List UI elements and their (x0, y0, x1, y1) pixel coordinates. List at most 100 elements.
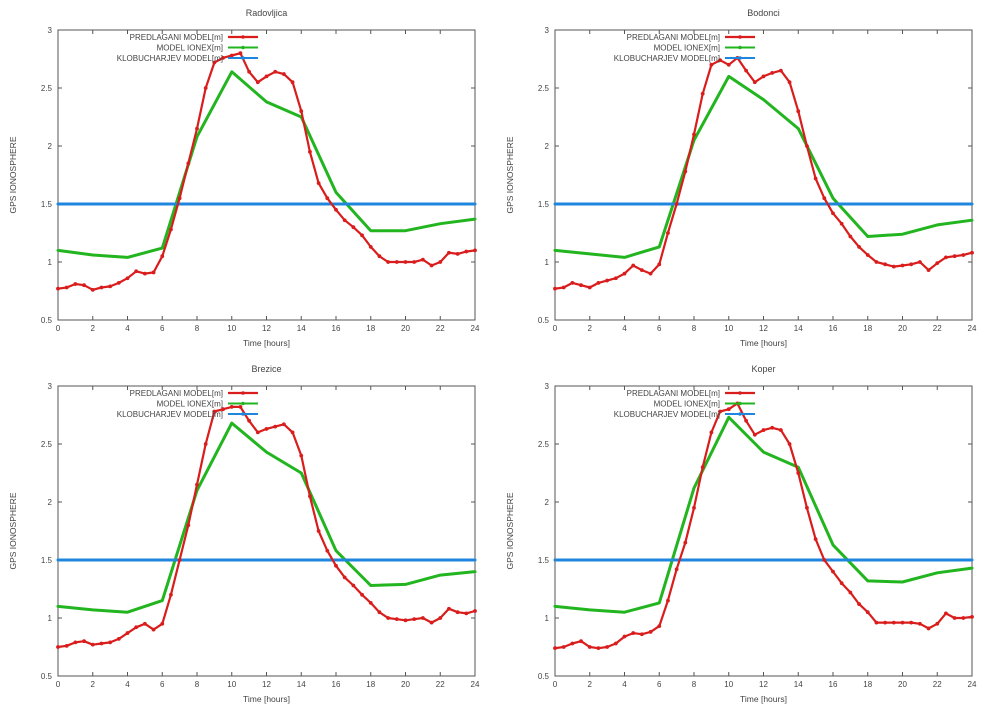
data-point (229, 404, 234, 409)
data-point (377, 610, 382, 615)
x-tick-label: 16 (332, 680, 341, 689)
y-axis-label: GPS IONOSPHERE (8, 492, 18, 569)
data-point (944, 255, 948, 260)
y-tick-label: 3 (48, 382, 53, 391)
data-point (622, 271, 627, 276)
data-point (718, 58, 722, 63)
data-point (866, 579, 869, 583)
data-point (865, 610, 870, 615)
data-point (299, 453, 304, 458)
data-point (429, 620, 434, 625)
data-point (403, 618, 408, 623)
data-point (805, 505, 809, 510)
data-point (299, 109, 304, 114)
data-point (151, 270, 156, 275)
data-point (639, 632, 644, 637)
data-point (822, 196, 827, 201)
data-point (561, 645, 566, 649)
x-tick-label: 16 (829, 324, 838, 333)
data-point (909, 262, 914, 267)
plot-frame (57, 29, 476, 321)
x-tick-label: 20 (401, 324, 410, 333)
data-point (160, 621, 165, 626)
data-point (952, 616, 957, 620)
data-point (700, 465, 705, 470)
x-tick-label: 22 (436, 680, 445, 689)
data-point (874, 260, 879, 264)
x-tick-label: 8 (692, 324, 697, 333)
chart-title: Brezice (251, 364, 281, 374)
data-point (238, 51, 243, 56)
x-axis-label: Time [hours] (243, 694, 290, 704)
legend-marker (738, 45, 742, 50)
data-point (631, 263, 636, 268)
x-tick-label: 2 (588, 680, 593, 689)
chart-panel-brezice: Brezice 0 2 4 6 8 10 12 14 16 18 20 22 24 0.5 1 1.5 2 2.5 3… (0, 356, 497, 711)
data-point (273, 69, 278, 74)
data-point (247, 69, 252, 74)
data-point (778, 68, 783, 73)
x-tick-label: 2 (91, 324, 96, 333)
data-point (901, 580, 904, 584)
data-point (455, 251, 460, 256)
x-tick-label: 18 (863, 680, 872, 689)
data-point (900, 263, 905, 268)
data-point (674, 202, 679, 206)
data-point (587, 645, 592, 649)
data-point (917, 260, 922, 264)
x-tick-label: 0 (56, 680, 61, 689)
legend-marker (241, 412, 245, 416)
data-point (666, 231, 670, 235)
y-tick-label: 1 (48, 258, 53, 267)
data-point (369, 584, 372, 587)
x-tick-label: 20 (898, 324, 907, 333)
data-point (752, 432, 757, 437)
x-tick-label: 16 (332, 324, 341, 333)
chart-panel-bodonci: Bodonci 0 2 4 6 8 10 12 14 16 18 20 22 24 0.5 1 1.5 2 2.5 3… (497, 0, 994, 355)
data-point (73, 282, 78, 286)
data-point (151, 627, 156, 632)
data-point (883, 262, 888, 267)
x-tick-label: 10 (227, 680, 236, 689)
data-point (334, 207, 338, 212)
data-point (553, 286, 557, 291)
legend-marker (738, 401, 742, 406)
data-point (761, 428, 766, 432)
data-point (316, 529, 321, 533)
data-point (727, 75, 730, 78)
data-point (831, 543, 835, 547)
data-point (831, 569, 835, 574)
x-tick-label: 14 (794, 324, 803, 333)
data-point (588, 608, 591, 612)
data-point (99, 641, 104, 646)
data-point (221, 55, 225, 60)
data-point (570, 280, 575, 285)
data-point (90, 287, 95, 292)
data-point (874, 620, 879, 625)
data-point (579, 283, 583, 288)
data-point (125, 276, 130, 281)
x-tick-label: 12 (262, 324, 271, 333)
x-tick-label: 6 (657, 680, 662, 689)
x-tick-label: 20 (401, 680, 410, 689)
data-point (936, 223, 939, 227)
data-point (351, 583, 356, 588)
data-point (657, 624, 662, 629)
y-tick-label: 1 (545, 614, 550, 623)
data-point (848, 234, 853, 239)
data-point (126, 256, 129, 259)
data-point (952, 254, 957, 259)
y-tick-label: 2 (48, 142, 53, 151)
x-tick-label: 6 (657, 324, 662, 333)
y-axis-label: GPS IONOSPHERE (505, 492, 515, 569)
data-point (970, 250, 974, 255)
data-point (420, 257, 425, 262)
data-point (553, 249, 557, 252)
data-point (666, 598, 670, 603)
x-tick-label: 14 (297, 680, 306, 689)
data-point (961, 253, 966, 257)
y-axis-label: GPS IONOSPHERE (8, 136, 18, 213)
data-point (588, 252, 591, 256)
